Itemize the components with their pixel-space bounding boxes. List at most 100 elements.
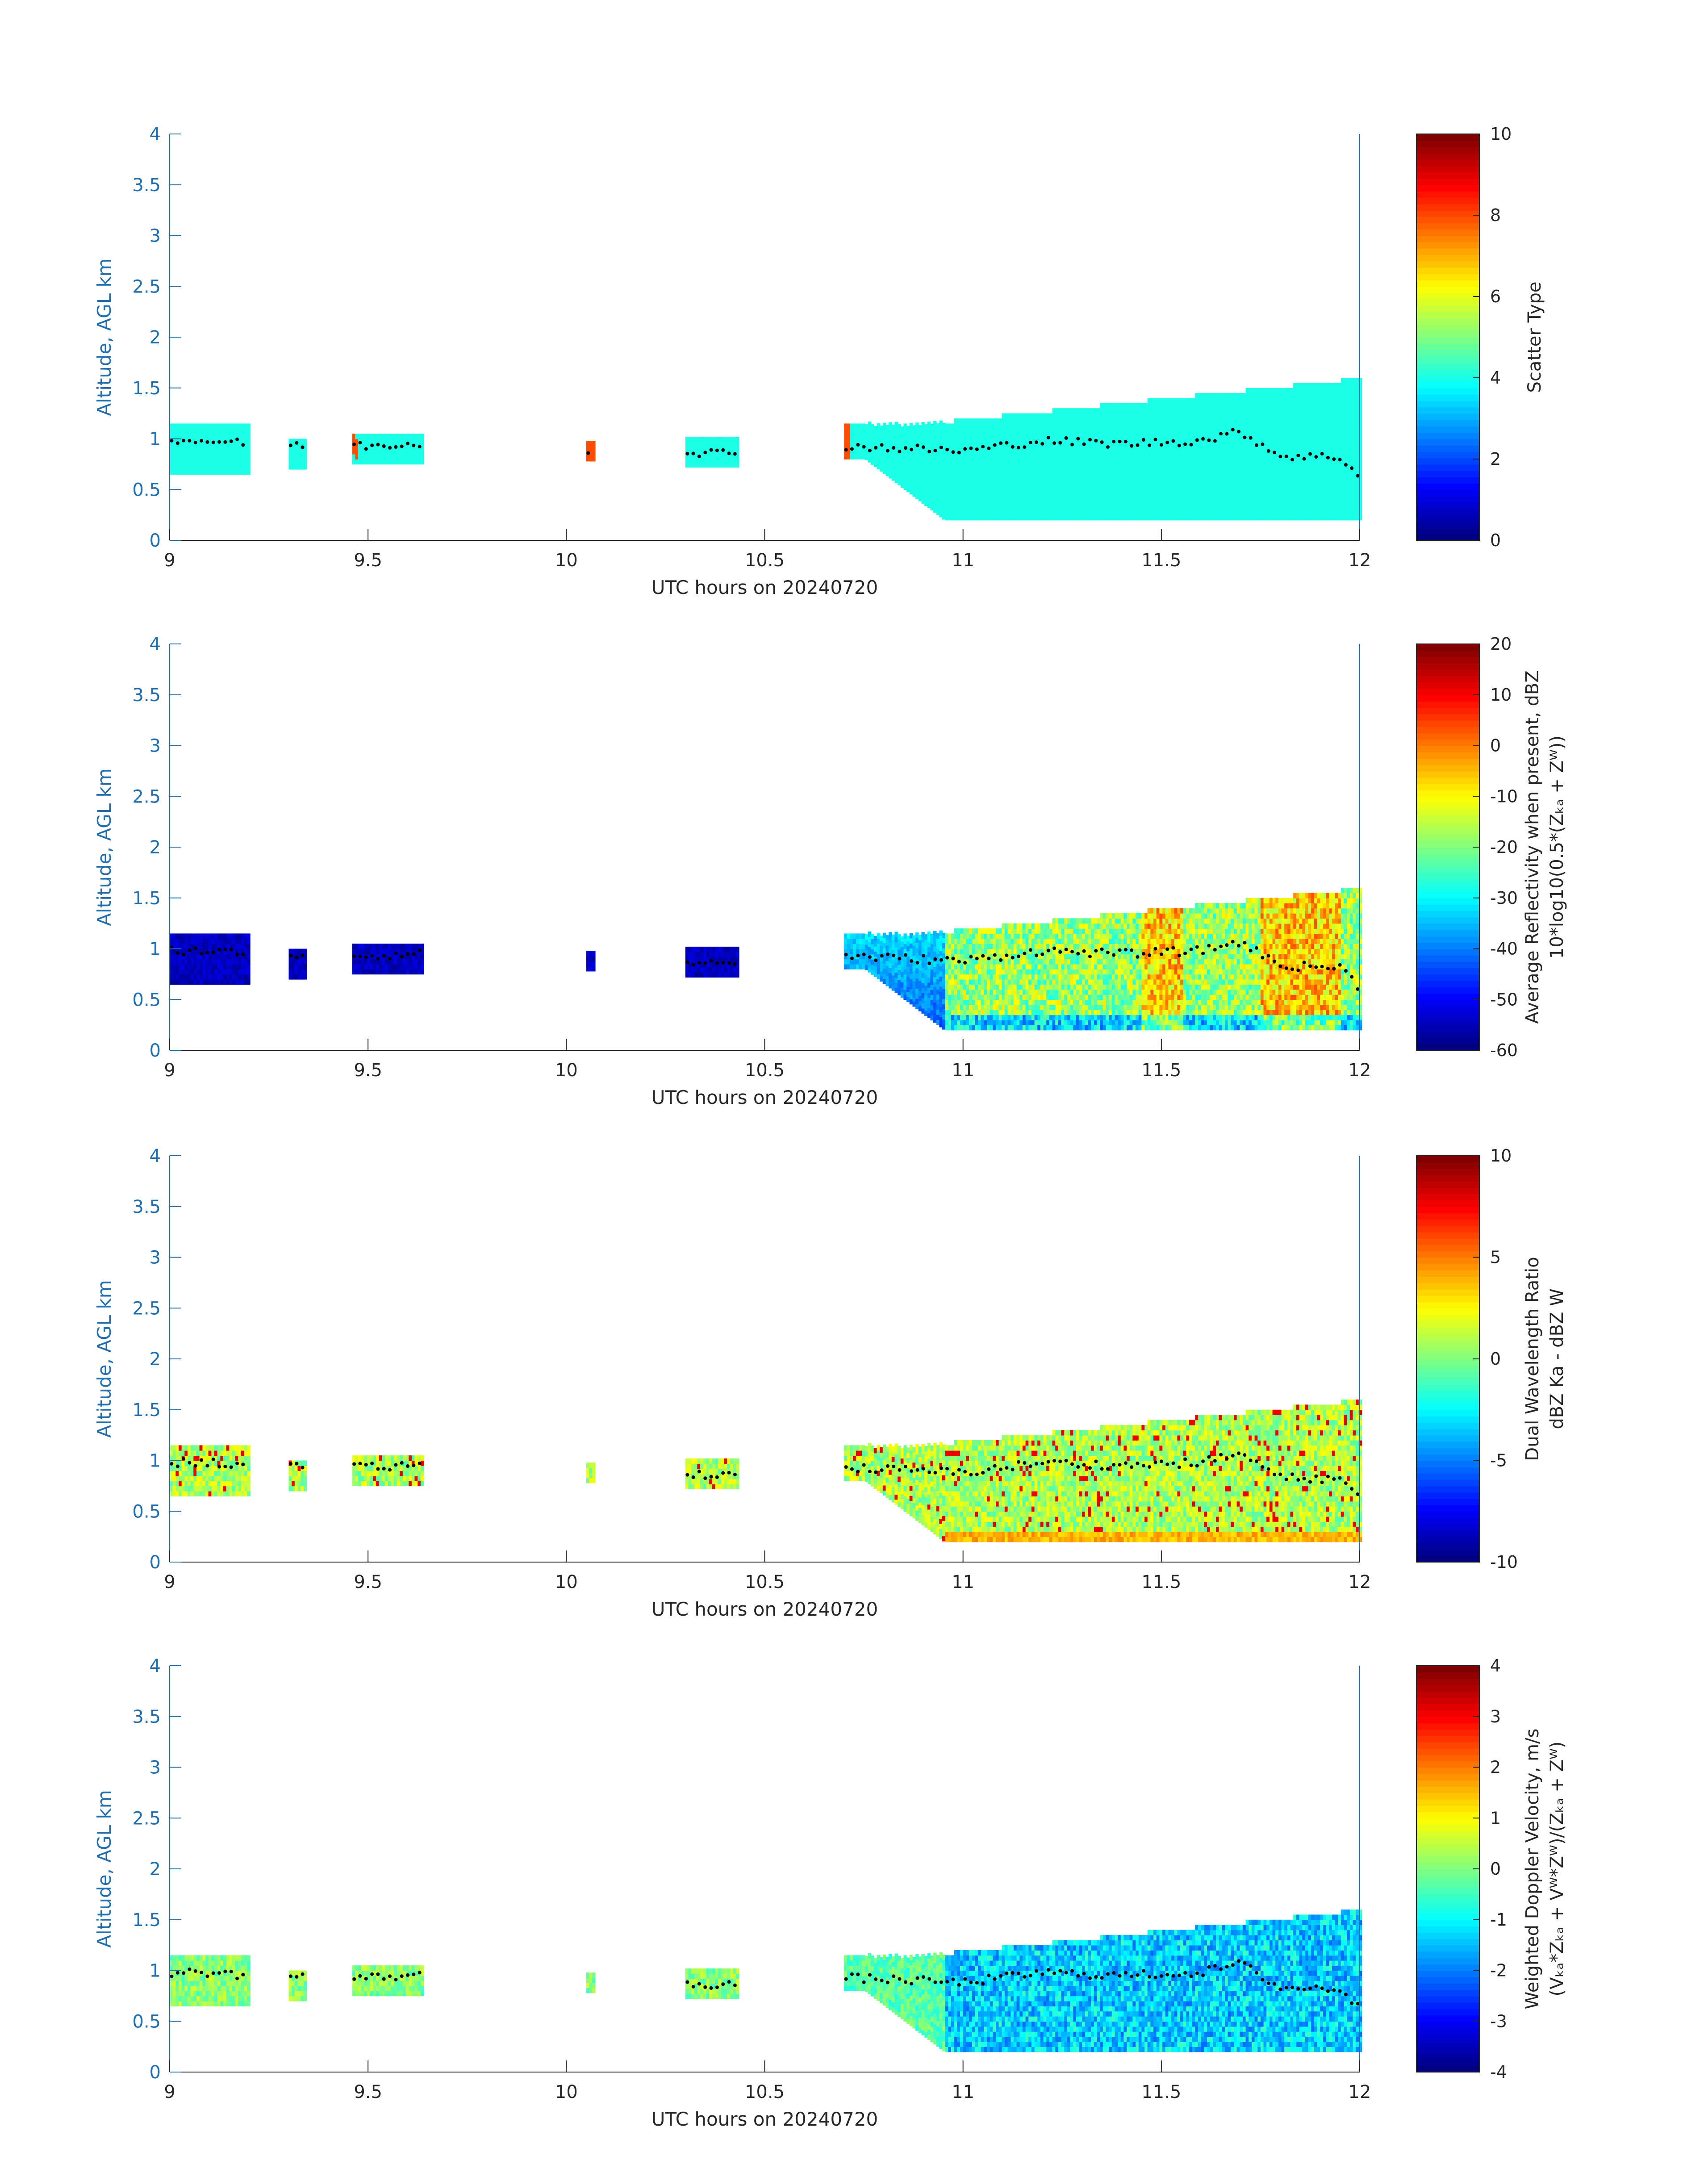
heatmap-cell bbox=[1195, 505, 1199, 510]
heatmap-cell bbox=[1249, 423, 1252, 429]
heatmap-cell bbox=[420, 443, 424, 450]
heatmap-cell bbox=[301, 964, 304, 969]
heatmap-cell bbox=[1070, 418, 1073, 424]
heatmap-cell bbox=[945, 500, 949, 506]
heatmap-cell bbox=[1249, 479, 1252, 485]
heatmap-cell bbox=[871, 434, 874, 439]
heatmap-cell bbox=[1293, 510, 1297, 515]
heatmap-cell bbox=[379, 434, 383, 439]
heatmap-cell bbox=[1186, 484, 1190, 490]
heatmap-cell bbox=[951, 515, 955, 521]
heatmap-cell bbox=[1150, 408, 1154, 414]
heatmap-cell bbox=[1311, 484, 1315, 490]
heatmap-cell bbox=[1287, 459, 1291, 465]
heatmap-cell bbox=[1275, 484, 1279, 490]
heatmap-cell bbox=[900, 436, 904, 442]
heatmap-cell bbox=[966, 454, 969, 460]
heatmap-cell bbox=[1257, 474, 1261, 480]
heatmap-cell bbox=[1332, 510, 1336, 515]
heatmap-cell bbox=[1335, 479, 1338, 485]
heatmap-cell bbox=[1013, 500, 1017, 506]
heatmap-cell bbox=[877, 438, 880, 444]
heatmap-cell bbox=[972, 439, 976, 444]
heatmap-cell bbox=[1242, 474, 1246, 480]
heatmap-cell bbox=[1073, 434, 1077, 439]
heatmap-cell bbox=[1028, 489, 1032, 495]
heatmap-cell bbox=[1272, 423, 1276, 429]
x-tick-label: 12 bbox=[1349, 550, 1371, 571]
heatmap-cell bbox=[844, 449, 848, 455]
heatmap-cell bbox=[1111, 403, 1115, 409]
heatmap-cell bbox=[981, 515, 985, 521]
heatmap-cell bbox=[942, 453, 946, 459]
heatmap-cell bbox=[1058, 489, 1062, 495]
heatmap-cell bbox=[1189, 494, 1193, 500]
heatmap-cell bbox=[966, 494, 969, 500]
heatmap-cell bbox=[1281, 449, 1285, 455]
heatmap-cell bbox=[391, 953, 394, 960]
heatmap-cell bbox=[1004, 505, 1008, 510]
heatmap-cell bbox=[1061, 515, 1065, 521]
heatmap-cell bbox=[1349, 515, 1353, 521]
heatmap-cell bbox=[1007, 500, 1011, 506]
heatmap-cell bbox=[214, 974, 218, 980]
heatmap-cell bbox=[297, 969, 301, 975]
heatmap-cell bbox=[1183, 469, 1187, 475]
heatmap-cell bbox=[1356, 443, 1359, 450]
heatmap-cell bbox=[1034, 469, 1038, 475]
heatmap-cell bbox=[1180, 515, 1184, 521]
heatmap-cell bbox=[1323, 408, 1327, 414]
heatmap-cell bbox=[906, 487, 910, 493]
heatmap-cell bbox=[1046, 454, 1050, 460]
heatmap-cell bbox=[1317, 469, 1320, 475]
colorbar-step bbox=[1416, 330, 1479, 338]
heatmap-cell bbox=[409, 454, 412, 460]
heatmap-cell bbox=[1094, 413, 1098, 419]
heatmap-cell bbox=[990, 489, 994, 495]
heatmap-cell bbox=[1070, 474, 1073, 480]
heatmap-cell bbox=[1040, 474, 1044, 480]
heatmap-cell bbox=[984, 469, 987, 475]
heatmap-cell bbox=[1011, 454, 1014, 460]
heatmap-cell bbox=[921, 447, 925, 453]
heatmap-cell bbox=[205, 964, 209, 969]
heatmap-cell bbox=[1228, 439, 1232, 444]
heatmap-cell bbox=[1249, 408, 1252, 414]
cloud-base-point bbox=[200, 439, 204, 443]
heatmap-cell bbox=[1356, 484, 1359, 490]
heatmap-cell bbox=[172, 469, 176, 475]
heatmap-cell bbox=[1183, 443, 1187, 450]
heatmap-cell bbox=[1138, 403, 1142, 409]
heatmap-cell bbox=[1245, 413, 1249, 419]
heatmap-cell bbox=[1231, 474, 1234, 480]
heatmap-cell bbox=[1284, 408, 1288, 414]
heatmap-cell bbox=[1180, 403, 1184, 409]
heatmap-cell bbox=[1186, 474, 1190, 480]
heatmap-cell bbox=[1165, 454, 1169, 460]
heatmap-cell bbox=[1216, 403, 1219, 409]
heatmap-cell bbox=[172, 953, 176, 960]
heatmap-cell bbox=[933, 421, 937, 426]
heatmap-cell bbox=[1073, 464, 1077, 470]
heatmap-cell bbox=[1013, 515, 1017, 521]
heatmap-cell bbox=[933, 456, 937, 462]
heatmap-cell bbox=[1231, 403, 1234, 409]
heatmap-cell bbox=[1219, 464, 1223, 470]
heatmap-cell bbox=[1073, 515, 1077, 521]
heatmap-cell bbox=[1079, 418, 1082, 424]
heatmap-cell bbox=[1228, 464, 1232, 470]
heatmap-cell bbox=[1263, 489, 1267, 495]
heatmap-cell bbox=[1076, 494, 1080, 500]
cloud-base-point bbox=[856, 443, 860, 447]
heatmap-cell bbox=[996, 484, 999, 490]
heatmap-cell bbox=[856, 434, 860, 439]
cloud-base-point bbox=[352, 443, 356, 447]
cloud-base-point bbox=[691, 451, 695, 455]
heatmap-cell bbox=[1225, 393, 1228, 399]
heatmap-cell bbox=[1266, 434, 1270, 439]
heatmap-cell bbox=[1165, 408, 1169, 414]
heatmap-cell bbox=[951, 454, 955, 460]
heatmap-cell bbox=[1115, 443, 1118, 450]
heatmap-cell bbox=[1109, 443, 1112, 450]
heatmap-cell bbox=[1171, 510, 1175, 515]
